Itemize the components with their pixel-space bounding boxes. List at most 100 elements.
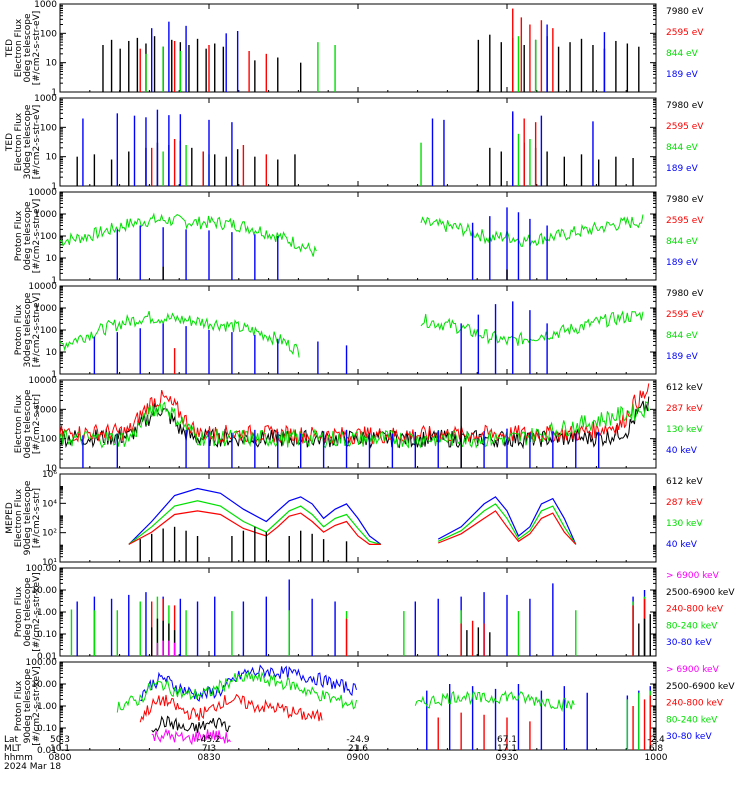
legend-2595-ev: 2595 eV [666,28,704,38]
lat-value: -45.2 [197,735,220,745]
mlt-value: 6.8 [649,744,664,754]
panel-meped-electron-0deg: 10 100 1000 10000 Electron Flux 0deg telescop… [14,376,703,474]
y-tick-label: 0.10 [37,724,57,734]
series-240-800-kev-trace [139,693,323,723]
series-844-ev-trace [60,212,317,257]
legend-240-800-kev: 240-800 keV [666,605,724,615]
time-value: 0930 [496,753,519,763]
legend-40-kev: 40 keV [666,540,698,550]
series-130-kev-line [437,503,577,545]
series-group [60,301,644,374]
y-tick-label: 1 [51,88,57,98]
y-axis-label: [#/cm2-s-str-eV] [32,293,42,368]
y-tick-label: 10² [42,529,57,539]
legend-2595-ev: 2595 eV [666,122,704,132]
mlt-value: 21.6 [348,744,368,754]
y-axis-label: [#/cm2-s-str-eV] [32,11,42,86]
panel-meped-electron-90deg: 10¹ 10² 10⁴ 10⁶ MEPED Electron Flux 90deg tele… [5,470,703,568]
y-axis-label: TED [5,39,15,58]
legend-844-ev: 844 eV [666,49,699,59]
series-group [102,8,640,92]
panel-ted-electron-0deg: 1 10 100 1000 TED Electron Flux 0deg telescope… [5,0,704,98]
series-287-kev-line [437,510,577,545]
legend-844-ev: 844 eV [666,143,699,153]
series-group [60,383,650,468]
legend-7980-ev: 7980 eV [666,195,704,205]
legend-189-ev: 189 eV [666,352,699,362]
legend-30-80-kev: 30-80 keV [666,638,712,648]
y-tick-label: 1.00 [37,702,57,712]
series-287-kev-trace [60,383,650,445]
legend-7980-ev: 7980 eV [666,289,704,299]
legend-844-ev: 844 eV [666,331,699,341]
y-axis-label: Electron Flux [14,112,24,171]
mlt-value: 10.1 [50,744,70,754]
series-group [76,109,634,186]
legend-7980-ev: 7980 eV [666,7,704,17]
series-80-240-kev-trace [414,689,575,713]
y-axis-label: TED [5,133,15,152]
legend--6900-kev: > 6900 keV [666,571,720,581]
lat-value: -2.4 [647,735,665,745]
y-tick-label: 100 [40,326,57,336]
series-844-ev-trace [420,214,644,248]
panel-ted-electron-30deg: 1 10 100 1000 TED Electron Flux 30deg telescop… [5,94,704,192]
legend-130-kev: 130 keV [666,519,703,529]
lat-value: -24.9 [346,735,370,745]
y-axis-label: [#/cm2-s-str-eV] [32,105,42,180]
y-axis-label: 30deg telescope [23,292,33,367]
y-axis-label: 0deg telescope [23,389,33,459]
panel-ted-proton-0deg: 1 10 100 1000 10000 Proton Flux 0deg telescope… [14,188,704,286]
y-tick-label: 10⁶ [42,470,57,480]
y-axis-label: Proton Flux [14,304,24,355]
y-tick-label: 100 [40,123,57,133]
panel-ted-proton-30deg: 1 10 100 1000 10000 Proton Flux 30deg telescop… [14,282,704,380]
y-tick-label: 10000 [28,376,57,386]
y-axis-label: 30deg telescope [23,104,33,179]
series-group [70,579,651,656]
y-tick-label: 100.00 [26,658,58,668]
y-tick-label: 10 [46,59,58,69]
y-tick-label: 100 [40,232,57,242]
series-844-ev-trace [60,310,300,358]
plot-frame [59,97,657,187]
legend-612-kev: 612 keV [666,383,703,393]
series-80-240-kev-trace [116,671,357,713]
y-axis-label: MEPED [5,502,15,534]
series-40-kev-line [128,487,382,545]
y-tick-label: 10.00 [31,680,57,690]
y-axis-label: [#/cm2-s-str-eV] [32,199,42,274]
legend-40-kev: 40 keV [666,446,698,456]
y-tick-label: 1000 [34,210,57,220]
y-tick-label: 10000 [28,282,57,292]
time-value: 1000 [645,753,668,763]
x-row-label-mlt: MLT [4,744,22,754]
legend-189-ev: 189 eV [666,70,699,80]
y-axis-label: [#/cm2-s-str] [32,394,42,454]
legend-2595-ev: 2595 eV [666,216,704,226]
series-130-kev-trace [60,400,650,449]
legend-189-ev: 189 eV [666,258,699,268]
panel-meped-proton-90deg: 0.01 0.10 1.00 10.00 100.00 Proton Flux 90deg … [14,658,735,756]
legend-2595-ev: 2595 eV [666,310,704,320]
y-tick-label: 1000 [34,405,57,415]
y-axis-label: Electron Flux [14,488,24,547]
lat-value: 50.3 [50,735,70,745]
y-tick-label: 1 [51,182,57,192]
series-group [128,487,577,562]
plot-frame [59,3,657,93]
legend-80-240-kev: 80-240 keV [666,715,718,725]
y-tick-label: 1 [51,370,57,380]
y-axis-label: 90deg telescope [23,668,33,743]
y-axis-label: Electron Flux [14,18,24,77]
y-tick-label: 10.00 [31,586,57,596]
y-tick-label: 1.00 [37,608,57,618]
y-axis-label: [#/cm2-s-str] [32,488,42,548]
y-tick-label: 100 [40,435,57,445]
y-tick-label: 10 [46,348,58,358]
y-axis-label: [#/cm2-s-str-keV] [32,666,42,745]
y-tick-label: 10 [46,153,58,163]
date-label: 2024 Mar 18 [4,762,61,772]
y-tick-label: 1000 [34,0,57,10]
